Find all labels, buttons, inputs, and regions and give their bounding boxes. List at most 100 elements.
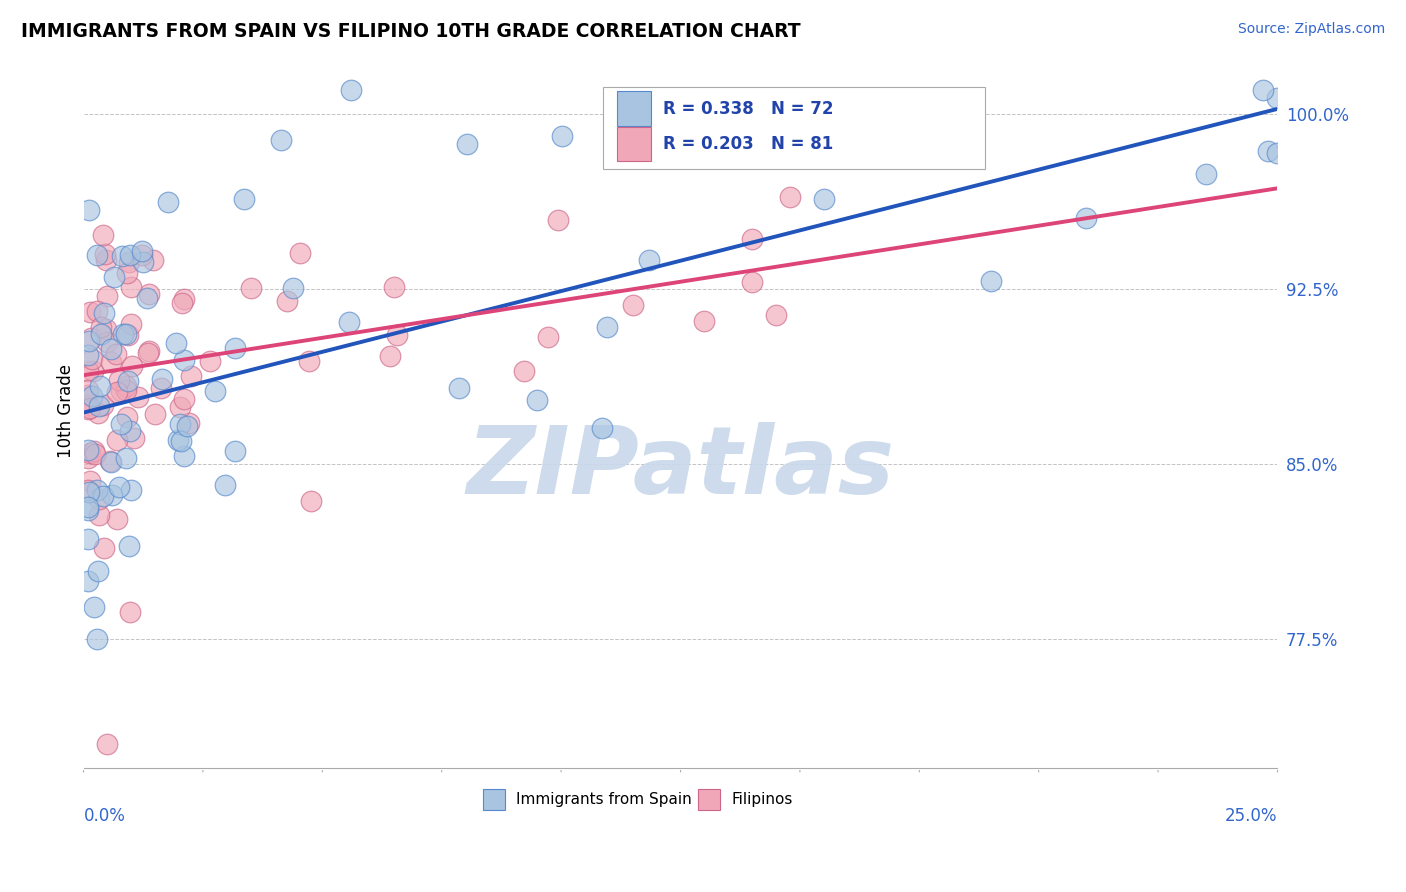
Point	[101, 488, 124, 502]
Point	[214, 477, 236, 491]
Point	[108, 373, 131, 387]
Point	[513, 364, 536, 378]
Point	[77, 202, 100, 217]
Point	[449, 382, 471, 396]
Text: R = 0.203   N = 81: R = 0.203 N = 81	[662, 136, 832, 153]
Point	[91, 397, 114, 411]
Point	[149, 381, 172, 395]
Point	[77, 383, 100, 397]
Point	[105, 385, 128, 400]
Point	[77, 442, 100, 457]
Point	[118, 539, 141, 553]
Point	[103, 269, 125, 284]
Point	[82, 389, 104, 403]
Text: ZIPatlas: ZIPatlas	[467, 423, 894, 515]
Point	[142, 253, 165, 268]
Point	[526, 392, 548, 407]
Point	[87, 565, 110, 579]
Point	[131, 244, 153, 258]
Point	[779, 189, 801, 203]
Point	[77, 503, 100, 517]
Point	[93, 541, 115, 556]
Point	[980, 274, 1002, 288]
Point	[340, 83, 363, 97]
Point	[127, 390, 149, 404]
FancyBboxPatch shape	[603, 87, 986, 169]
Point	[551, 128, 574, 143]
Point	[120, 280, 142, 294]
Point	[547, 213, 569, 227]
Text: 25.0%: 25.0%	[1225, 807, 1278, 825]
Point	[96, 334, 118, 349]
Point	[90, 319, 112, 334]
FancyBboxPatch shape	[699, 789, 720, 811]
Point	[79, 305, 101, 319]
Point	[117, 327, 139, 342]
Point	[80, 351, 103, 366]
Point	[136, 292, 159, 306]
Point	[169, 401, 191, 415]
Point	[1257, 144, 1279, 158]
Point	[86, 248, 108, 262]
Point	[77, 451, 100, 466]
Point	[87, 491, 110, 506]
Point	[132, 254, 155, 268]
Point	[79, 401, 101, 416]
Point	[77, 388, 100, 402]
Text: R = 0.338   N = 72: R = 0.338 N = 72	[662, 100, 834, 118]
Point	[138, 287, 160, 301]
Point	[96, 322, 118, 336]
Point	[165, 335, 187, 350]
Point	[87, 399, 110, 413]
Point	[591, 421, 613, 435]
Point	[1267, 146, 1289, 161]
Point	[537, 330, 560, 344]
Point	[105, 433, 128, 447]
Point	[298, 354, 321, 368]
Point	[198, 353, 221, 368]
Point	[150, 371, 173, 385]
Point	[176, 419, 198, 434]
Point	[167, 434, 190, 448]
Point	[121, 318, 143, 332]
Point	[114, 383, 136, 397]
Point	[105, 511, 128, 525]
Point	[91, 490, 114, 504]
Point	[94, 246, 117, 260]
Point	[1267, 91, 1289, 105]
Point	[83, 444, 105, 458]
Point	[378, 350, 401, 364]
Point	[86, 303, 108, 318]
Point	[77, 348, 100, 362]
Point	[621, 297, 644, 311]
Point	[104, 347, 127, 361]
Text: IMMIGRANTS FROM SPAIN VS FILIPINO 10TH GRADE CORRELATION CHART: IMMIGRANTS FROM SPAIN VS FILIPINO 10TH G…	[21, 22, 800, 41]
Point	[87, 406, 110, 420]
Point	[83, 600, 105, 615]
Point	[77, 574, 100, 588]
Point	[115, 410, 138, 425]
Point	[131, 248, 153, 262]
Point	[337, 315, 360, 329]
Point	[121, 359, 143, 374]
Point	[118, 424, 141, 438]
Point	[100, 455, 122, 469]
Point	[118, 255, 141, 269]
Point	[173, 353, 195, 368]
Text: Filipinos: Filipinos	[733, 792, 793, 807]
Point	[456, 137, 478, 152]
Point	[276, 293, 298, 308]
Text: Immigrants from Spain: Immigrants from Spain	[516, 792, 692, 807]
Point	[122, 431, 145, 445]
Point	[180, 368, 202, 383]
Point	[90, 326, 112, 341]
FancyBboxPatch shape	[617, 127, 651, 161]
Point	[100, 343, 122, 357]
Point	[1251, 83, 1274, 97]
Point	[91, 228, 114, 243]
Point	[120, 483, 142, 497]
Point	[110, 384, 132, 398]
Text: Source: ZipAtlas.com: Source: ZipAtlas.com	[1237, 22, 1385, 37]
Point	[115, 379, 138, 393]
Point	[118, 248, 141, 262]
